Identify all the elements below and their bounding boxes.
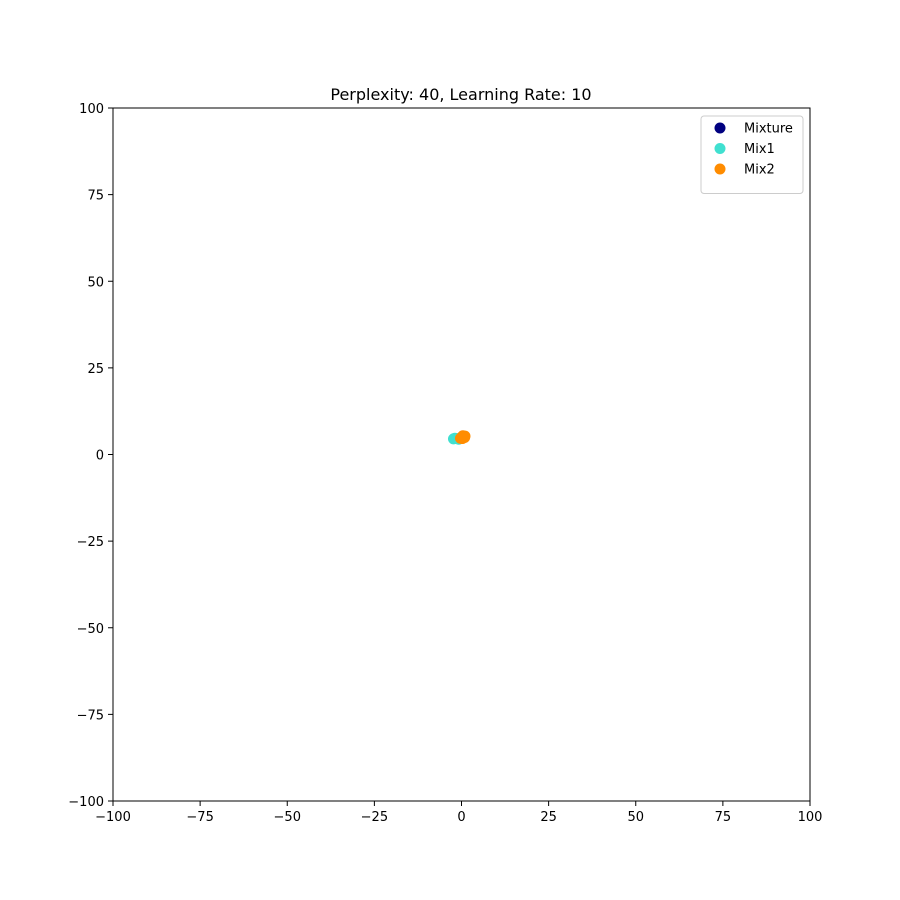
y-tick-label: −100 — [68, 795, 104, 810]
plot-frame — [112, 107, 811, 802]
y-tick-label: −25 — [77, 535, 104, 550]
y-tick-label: −50 — [77, 622, 104, 637]
legend-marker-mix1 — [714, 143, 726, 154]
plot-points — [447, 430, 471, 445]
y-tick-label: 75 — [87, 189, 104, 204]
chart-title: Perplexity: 40, Learning Rate: 10 — [330, 85, 591, 104]
x-tick-label: 75 — [715, 810, 732, 825]
legend-label: Mix2 — [744, 163, 775, 178]
y-axis: −100 −75 −50 −25 0 25 50 75 100 — [68, 102, 113, 810]
x-tick-label: −100 — [95, 810, 131, 825]
x-tick-label: −25 — [361, 810, 388, 825]
y-tick-label: 100 — [79, 102, 104, 117]
legend-box — [700, 115, 804, 194]
x-tick-label: −50 — [274, 810, 301, 825]
x-axis: −100 −75 −50 −25 0 25 50 75 100 — [95, 801, 822, 825]
x-tick-label: 0 — [457, 810, 465, 825]
x-tick-label: −75 — [186, 810, 213, 825]
y-tick-label: 50 — [87, 275, 104, 290]
legend-marker-mixture — [714, 122, 726, 134]
legend-label: Mixture — [744, 122, 793, 137]
x-tick-label: 100 — [798, 810, 823, 825]
y-tick-label: 25 — [87, 362, 104, 377]
x-tick-label: 50 — [627, 810, 644, 825]
legend-marker-mix2 — [714, 163, 726, 175]
y-tick-label: 0 — [96, 449, 104, 464]
legend: Mixture Mix1 Mix2 — [700, 115, 804, 194]
x-tick-label: 25 — [540, 810, 557, 825]
y-tick-label: −75 — [77, 708, 104, 723]
legend-label: Mix1 — [744, 142, 775, 157]
point-mix2 — [456, 431, 468, 443]
